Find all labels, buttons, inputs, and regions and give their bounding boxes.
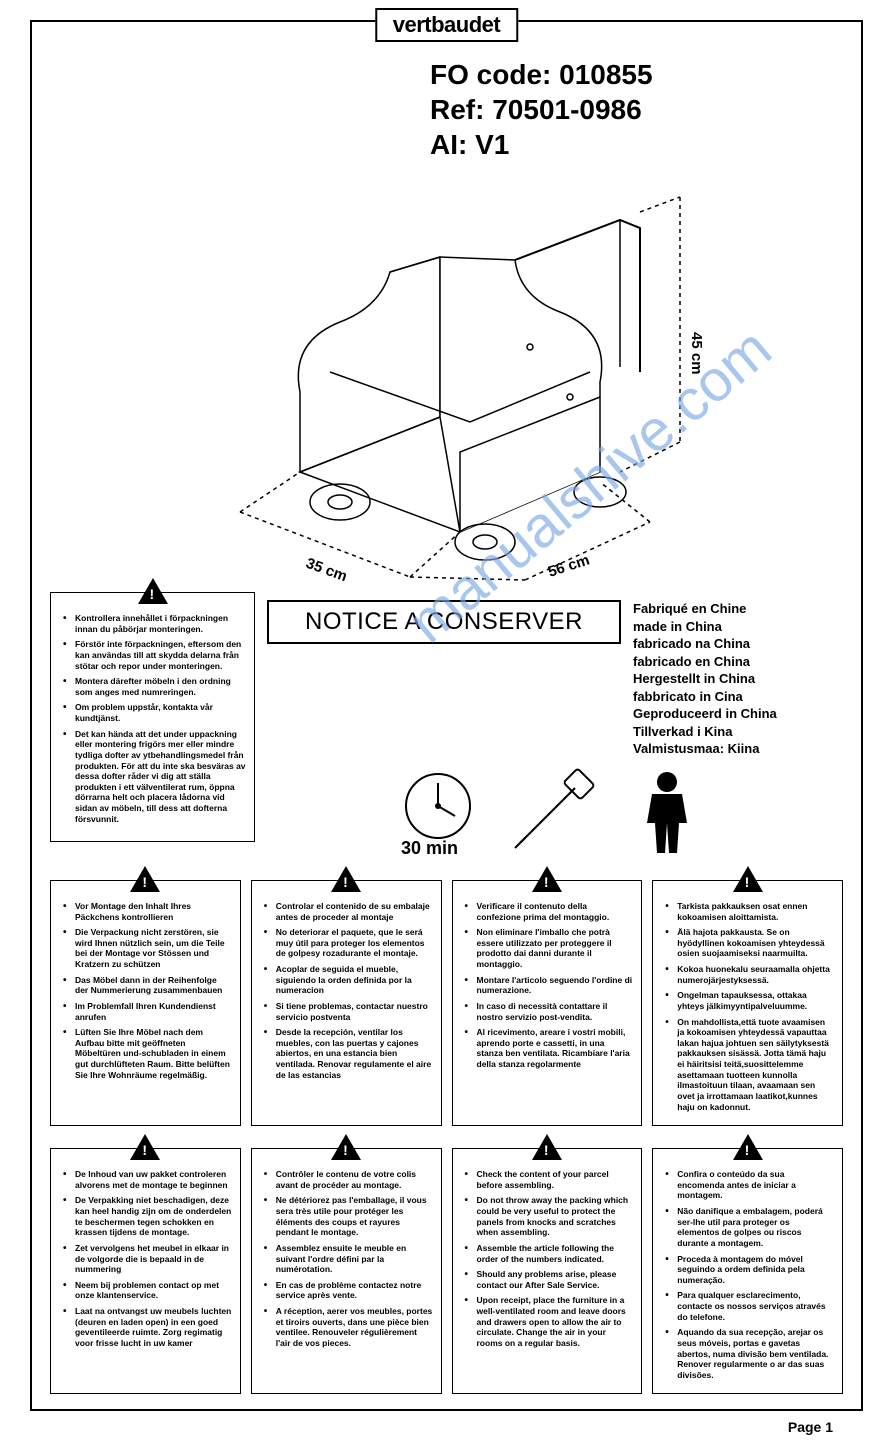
warning-box-fr: Contrôler le contenu de votre colis avan… (251, 1148, 442, 1394)
person-icon (617, 768, 717, 858)
made-in-line: fabbricato in Cina (633, 688, 843, 706)
made-in-line: Geproduceerd in China (633, 705, 843, 723)
warning-icon (130, 1134, 160, 1160)
warning-icon (130, 866, 160, 892)
notice-title: NOTICE A CONSERVER (267, 600, 621, 644)
warning-box-pt: Confira o conteúdo da sua encomenda ante… (652, 1148, 843, 1394)
list-item: Älä hajota pakkausta. Se on hyödyllinen … (671, 927, 834, 959)
list-item: Lüften Sie Ihre Möbel nach dem Aufbau bi… (69, 1027, 232, 1080)
dim-depth: 56 cm (546, 551, 592, 580)
list-item: Acoplar de seguida el mueble, siguiendo … (270, 964, 433, 996)
pram-drawing: 45 cm 35 cm 56 cm (180, 172, 740, 592)
list-item: Im Problemfall Ihren Kundendienst anrufe… (69, 1001, 232, 1022)
made-in-line: made in China (633, 618, 843, 636)
page-number: Page 1 (30, 1419, 863, 1435)
warning-icon (138, 578, 168, 604)
warning-icon (733, 866, 763, 892)
warning-row-2: De Inhoud van uw pakket controleren alvo… (50, 1148, 843, 1394)
list-item: Ongelman tapauksessa, ottakaa yhteys jäl… (671, 990, 834, 1011)
list-item: Assemble the article following the order… (471, 1243, 634, 1264)
list-item: Kokoa huonekalu seuraamalla ohjetta nume… (671, 964, 834, 985)
made-in-list: Fabriqué en Chine made in China fabricad… (633, 600, 843, 758)
list-item: Montera därefter möbeln i den ordning so… (69, 676, 246, 697)
list-item: Kontrollera innehållet i förpackningen i… (69, 613, 246, 634)
list-item: Non eliminare l'imballo che potrà essere… (471, 927, 634, 970)
list-item: Não danifique a embalagem, poderá ser-lh… (671, 1206, 834, 1249)
warning-box-it: Verificare il contenuto della confezione… (452, 880, 643, 1126)
warning-box-fi: Tarkista pakkauksen osat ennen kokoamise… (652, 880, 843, 1126)
made-in-line: fabricado en China (633, 653, 843, 671)
notice-row: NOTICE A CONSERVER Fabriqué en Chine mad… (267, 600, 843, 758)
list-item: Vor Montage den Inhalt Ihres Päckchens k… (69, 901, 232, 922)
list-item: Desde la recepción, ventilar los muebles… (270, 1027, 433, 1080)
page: vertbaudet FO code: 010855 Ref: 70501-09… (0, 0, 893, 1445)
ai-version: AI: V1 (430, 127, 843, 162)
warning-icon (532, 1134, 562, 1160)
warning-icon (733, 1134, 763, 1160)
mid-section: Kontrollera innehållet i förpackningen i… (50, 592, 843, 858)
list-item: Contrôler le contenu de votre colis avan… (270, 1169, 433, 1190)
list-sv: Kontrollera innehållet i förpackningen i… (59, 613, 246, 824)
list-item: En cas de problème contactez notre servi… (270, 1280, 433, 1301)
made-in-line: Fabriqué en Chine (633, 600, 843, 618)
left-column: Kontrollera innehållet i förpackningen i… (50, 592, 255, 842)
list-item: Förstör inte förpackningen, eftersom den… (69, 639, 246, 671)
list-item: Om problem uppstår, kontakta vår kundtjä… (69, 702, 246, 723)
warning-icon (331, 866, 361, 892)
center-right-column: NOTICE A CONSERVER Fabriqué en Chine mad… (267, 592, 843, 858)
header-codes: FO code: 010855 Ref: 70501-0986 AI: V1 (430, 57, 843, 162)
list-item: Montare l'articolo seguendo l'ordine di … (471, 975, 634, 996)
list-item: Check the content of your parcel before … (471, 1169, 634, 1190)
list-item: Should any problems arise, please contac… (471, 1269, 634, 1290)
made-in-line: Hergestellt in China (633, 670, 843, 688)
list-item: De Inhoud van uw pakket controleren alvo… (69, 1169, 232, 1190)
assembly-icons: 30 min (267, 768, 843, 858)
list-item: Det kan hända att det under uppackning e… (69, 729, 246, 825)
list-item: Aquando da sua recepção, arejar os seus … (671, 1327, 834, 1380)
list-item: Assemblez ensuite le meuble en suivant l… (270, 1243, 433, 1275)
list-item: Do not throw away the packing which coul… (471, 1195, 634, 1238)
warning-icon (331, 1134, 361, 1160)
list-item: Al ricevimento, areare i vostri mobili, … (471, 1027, 634, 1070)
list-item: Verificare il contenuto della confezione… (471, 901, 634, 922)
svg-text:30 min: 30 min (401, 838, 458, 858)
warning-box-de: Vor Montage den Inhalt Ihres Päckchens k… (50, 880, 241, 1126)
list-item: In caso di necessità contattare il nostr… (471, 1001, 634, 1022)
list-item: Neem bij problemen contact op met onze k… (69, 1280, 232, 1301)
warning-box-es: Controlar el contenido de su embalaje an… (251, 880, 442, 1126)
brand-logo: vertbaudet (375, 8, 518, 42)
warning-box-en: Check the content of your parcel before … (452, 1148, 643, 1394)
warning-box-sv: Kontrollera innehållet i förpackningen i… (50, 592, 255, 842)
list-item: Upon receipt, place the furniture in a w… (471, 1295, 634, 1348)
dim-width: 35 cm (304, 555, 350, 586)
list-item: Die Verpackung nicht zerstören, sie wird… (69, 927, 232, 970)
list-item: Proceda à montagem do móvel seguindo a o… (671, 1254, 834, 1286)
list-item: No deteriorar el paquete, que le será mu… (270, 927, 433, 959)
list-item: Ne détériorez pas l'emballage, il vous s… (270, 1195, 433, 1238)
made-in-line: Valmistusmaa: Kiina (633, 740, 843, 758)
list-item: Controlar el contenido de su embalaje an… (270, 901, 433, 922)
list-item: Si tiene problemas, contactar nuestro se… (270, 1001, 433, 1022)
list-item: A réception, aerer vos meubles, portes e… (270, 1306, 433, 1349)
list-item: Para qualquer esclarecimento, contacte o… (671, 1290, 834, 1322)
warning-row-1: Vor Montage den Inhalt Ihres Päckchens k… (50, 880, 843, 1126)
list-item: On mahdollista,että tuote avaamisen ja k… (671, 1017, 834, 1113)
list-item: Confira o conteúdo da sua encomenda ante… (671, 1169, 834, 1201)
made-in-line: Tillverkad i Kina (633, 723, 843, 741)
warning-box-nl: De Inhoud van uw pakket controleren alvo… (50, 1148, 241, 1394)
list-item: Tarkista pakkauksen osat ennen kokoamise… (671, 901, 834, 922)
clock-icon: 30 min (393, 768, 493, 858)
product-diagram: 45 cm 35 cm 56 cm (50, 172, 843, 592)
ref-code: Ref: 70501-0986 (430, 92, 843, 127)
list-item: De Verpakking niet beschadigen, deze kan… (69, 1195, 232, 1238)
warning-icon (532, 866, 562, 892)
list-item: Zet vervolgens het meubel in elkaar in d… (69, 1243, 232, 1275)
list-item: Laat na ontvangst uw meubels luchten (de… (69, 1306, 232, 1349)
document-frame: vertbaudet FO code: 010855 Ref: 70501-09… (30, 20, 863, 1411)
list-item: Das Möbel dann in der Reihenfolge der Nu… (69, 975, 232, 996)
dim-height: 45 cm (688, 332, 705, 375)
fo-code: FO code: 010855 (430, 57, 843, 92)
screwdriver-icon (505, 768, 605, 858)
made-in-line: fabricado na China (633, 635, 843, 653)
